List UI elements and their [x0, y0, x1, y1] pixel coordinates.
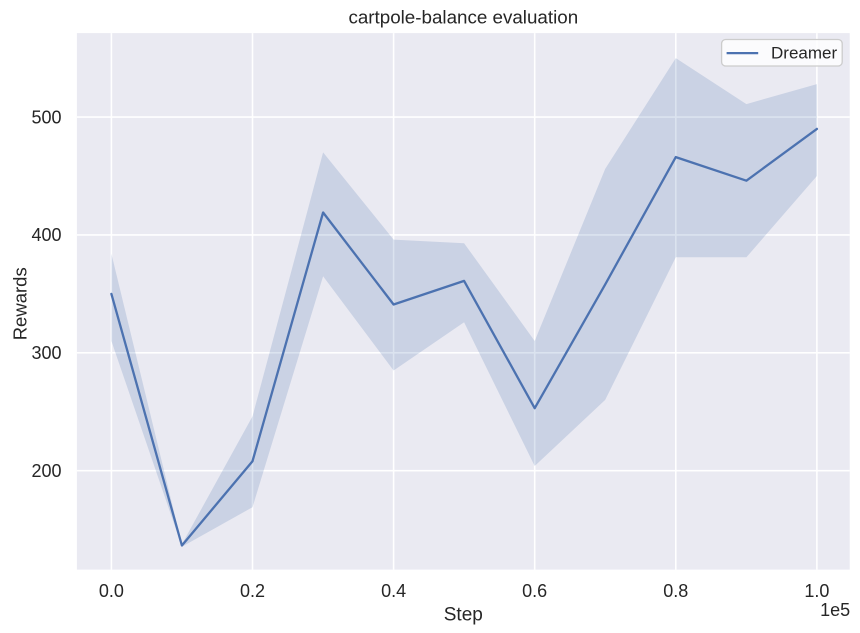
svg-text:Rewards: Rewards	[10, 267, 31, 340]
svg-text:0.8: 0.8	[663, 581, 688, 601]
svg-text:0.4: 0.4	[381, 581, 406, 601]
svg-text:1e5: 1e5	[820, 600, 850, 620]
svg-text:0.2: 0.2	[240, 581, 265, 601]
svg-text:500: 500	[31, 107, 61, 127]
svg-text:0.0: 0.0	[99, 581, 124, 601]
svg-text:300: 300	[31, 343, 61, 363]
svg-text:400: 400	[31, 225, 61, 245]
svg-text:Dreamer: Dreamer	[771, 43, 837, 62]
svg-text:1.0: 1.0	[804, 581, 829, 601]
svg-text:200: 200	[31, 461, 61, 481]
svg-text:0.6: 0.6	[522, 581, 547, 601]
svg-text:Step: Step	[444, 604, 483, 625]
svg-text:cartpole-balance evaluation: cartpole-balance evaluation	[348, 6, 578, 27]
